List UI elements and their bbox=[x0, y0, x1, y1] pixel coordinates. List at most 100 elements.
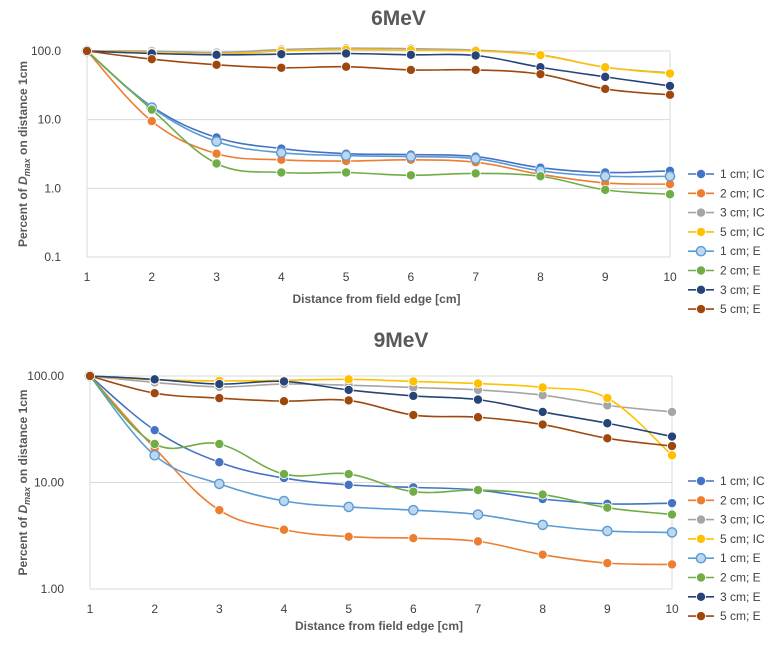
legend-entry: 1 cm; E bbox=[688, 244, 761, 258]
data-point bbox=[149, 438, 160, 449]
y-axis-label-symbol: D bbox=[16, 176, 30, 185]
legend-marker bbox=[696, 533, 707, 544]
data-point bbox=[602, 525, 613, 537]
legend-entry: 3 cm; E bbox=[688, 283, 761, 297]
series-3-cm-e bbox=[85, 370, 678, 442]
y-axis-label: Percent of Dmax on distance 1cm bbox=[16, 61, 32, 247]
data-point bbox=[472, 509, 484, 520]
data-point bbox=[667, 441, 678, 452]
data-point bbox=[537, 419, 548, 430]
data-point bbox=[667, 431, 678, 442]
legend-marker bbox=[696, 611, 707, 622]
data-point bbox=[472, 378, 483, 389]
data-point bbox=[600, 71, 611, 82]
data-point bbox=[408, 390, 419, 401]
series-1-cm-ic bbox=[82, 46, 676, 178]
data-point bbox=[602, 433, 613, 444]
y-tick-label: 10.00 bbox=[34, 476, 64, 490]
legend-marker bbox=[695, 245, 707, 257]
x-tick-label: 6 bbox=[408, 270, 415, 284]
legend-label: 1 cm; IC bbox=[720, 167, 765, 181]
y-axis-label-suffix: on distance 1cm bbox=[16, 389, 30, 486]
y-axis-label: Percent of Dmax on distance 1cm bbox=[16, 389, 32, 575]
data-point bbox=[537, 382, 548, 393]
data-point bbox=[664, 170, 676, 182]
legend-entry: 5 cm; E bbox=[688, 302, 761, 316]
legend-marker bbox=[696, 226, 707, 237]
data-point bbox=[149, 450, 160, 461]
data-point bbox=[405, 49, 416, 60]
legend-entry: 1 cm; E bbox=[688, 551, 761, 565]
x-tick-label: 10 bbox=[663, 270, 677, 284]
series-5-cm-e bbox=[82, 46, 676, 100]
x-tick-label: 8 bbox=[539, 602, 546, 616]
legend-marker bbox=[696, 304, 707, 315]
data-point bbox=[535, 69, 546, 80]
data-point bbox=[408, 486, 419, 497]
data-point bbox=[211, 158, 222, 169]
data-point bbox=[602, 558, 613, 569]
series-5-cm-ic bbox=[85, 370, 678, 461]
x-axis-label: Distance from field edge [cm] bbox=[295, 619, 463, 633]
data-point bbox=[408, 410, 419, 421]
legend-entry: 2 cm; IC bbox=[688, 493, 765, 507]
data-point bbox=[537, 406, 548, 417]
y-axis-label-suffix: on distance 1cm bbox=[16, 61, 30, 158]
data-point bbox=[470, 153, 481, 165]
x-tick-label: 6 bbox=[410, 602, 417, 616]
data-point bbox=[667, 559, 678, 570]
data-point bbox=[602, 418, 613, 429]
data-point bbox=[214, 379, 225, 390]
data-point bbox=[537, 549, 548, 560]
legend-entry: 5 cm; IC bbox=[688, 532, 765, 546]
legend-label: 2 cm; E bbox=[720, 264, 761, 278]
data-point bbox=[472, 485, 483, 496]
data-point bbox=[214, 393, 225, 404]
data-point bbox=[214, 438, 225, 449]
legend-entry: 5 cm; IC bbox=[688, 225, 765, 239]
legend-marker bbox=[696, 514, 707, 525]
legend-marker bbox=[696, 265, 707, 276]
chart-title: 9MeV bbox=[374, 329, 429, 352]
data-point bbox=[149, 374, 160, 385]
data-point bbox=[278, 376, 289, 387]
series-2-cm-ic bbox=[85, 370, 678, 570]
data-point bbox=[341, 48, 352, 59]
legend-label: 5 cm; IC bbox=[720, 225, 765, 239]
y-tick-label: 0.1 bbox=[44, 250, 61, 264]
data-point bbox=[340, 150, 352, 161]
series-line bbox=[89, 375, 673, 516]
data-point bbox=[472, 536, 483, 547]
data-point bbox=[666, 527, 678, 538]
data-point bbox=[470, 168, 481, 179]
y-axis-label-prefix: Percent of bbox=[16, 185, 30, 247]
data-point bbox=[405, 64, 416, 75]
legend-label: 2 cm; E bbox=[720, 571, 761, 585]
data-point bbox=[341, 167, 352, 178]
series-line bbox=[86, 50, 671, 196]
legend-label: 2 cm; IC bbox=[720, 493, 765, 507]
data-point bbox=[146, 54, 157, 65]
legend-entry: 3 cm; IC bbox=[688, 206, 765, 220]
data-point bbox=[211, 148, 222, 159]
x-tick-label: 1 bbox=[84, 270, 91, 284]
legend-entry: 5 cm; E bbox=[688, 609, 761, 623]
legend-marker bbox=[696, 495, 707, 506]
data-point bbox=[214, 478, 225, 490]
y-tick-label: 100.00 bbox=[27, 369, 64, 383]
y-tick-label: 10.0 bbox=[38, 113, 62, 127]
data-point bbox=[146, 116, 157, 127]
legend-label: 5 cm; E bbox=[720, 302, 761, 316]
x-tick-label: 3 bbox=[213, 270, 220, 284]
legend-entry: 2 cm; IC bbox=[688, 186, 765, 200]
data-point bbox=[214, 457, 225, 468]
data-point bbox=[405, 151, 417, 162]
data-point bbox=[470, 64, 481, 75]
data-point bbox=[599, 170, 611, 182]
legend-entry: 3 cm; E bbox=[688, 590, 761, 604]
series-line bbox=[89, 375, 673, 413]
data-point bbox=[600, 62, 611, 73]
data-point bbox=[470, 50, 481, 61]
